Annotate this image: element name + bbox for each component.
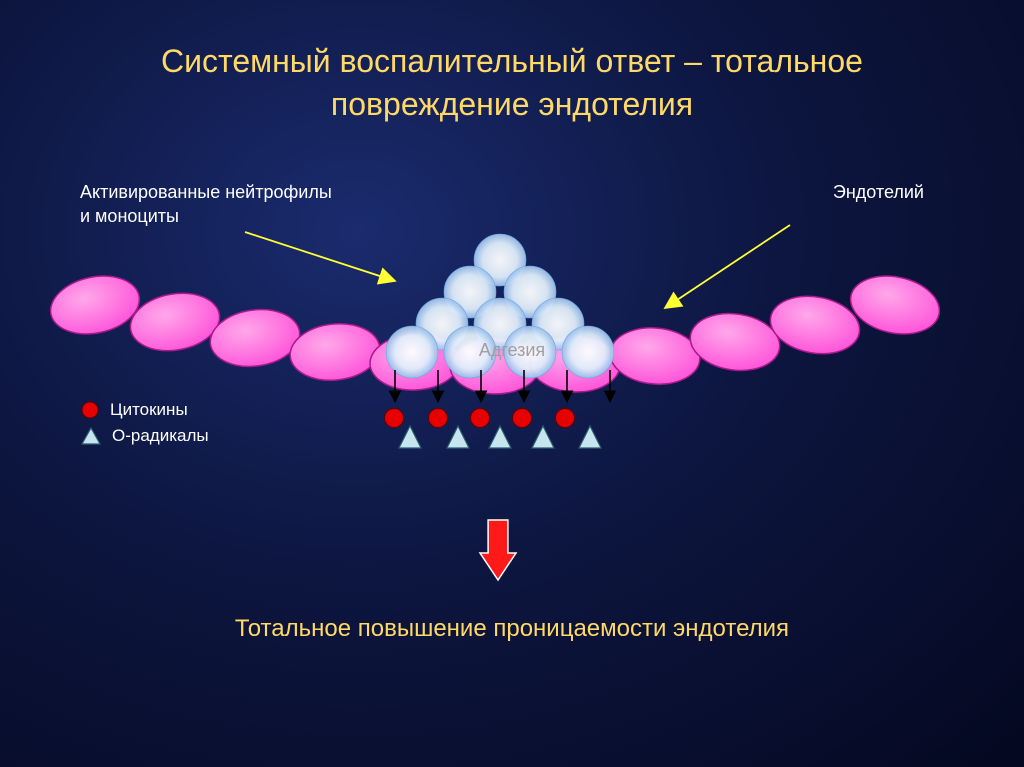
radical-icon — [80, 426, 102, 446]
slide-title: Системный воспалительный ответ – тотальн… — [0, 40, 1024, 126]
cytokines-group — [385, 409, 575, 428]
neutrophils-label: Активированные нейтрофилыи моноциты — [80, 180, 332, 229]
endothelium-label: Эндотелий — [833, 180, 924, 204]
arrow-to-endothelium — [665, 225, 790, 308]
legend-radicals: О-радикалы — [80, 426, 209, 446]
legend-radicals-label: О-радикалы — [112, 426, 209, 446]
legend-cytokines-label: Цитокины — [110, 400, 188, 420]
radicals-group — [399, 426, 601, 448]
legend-cytokines: Цитокины — [80, 400, 209, 420]
cytokine-icon — [80, 400, 100, 420]
secretion-arrows — [395, 370, 610, 400]
legend: Цитокины О-радикалы — [80, 400, 209, 452]
result-label: Тотальное повышение проницаемости эндоте… — [0, 615, 1024, 643]
result-arrow — [480, 520, 516, 580]
adhesion-label: Адгезия — [0, 340, 1024, 361]
arrow-to-neutrophils — [245, 232, 395, 281]
endothelium-cells — [45, 268, 945, 394]
